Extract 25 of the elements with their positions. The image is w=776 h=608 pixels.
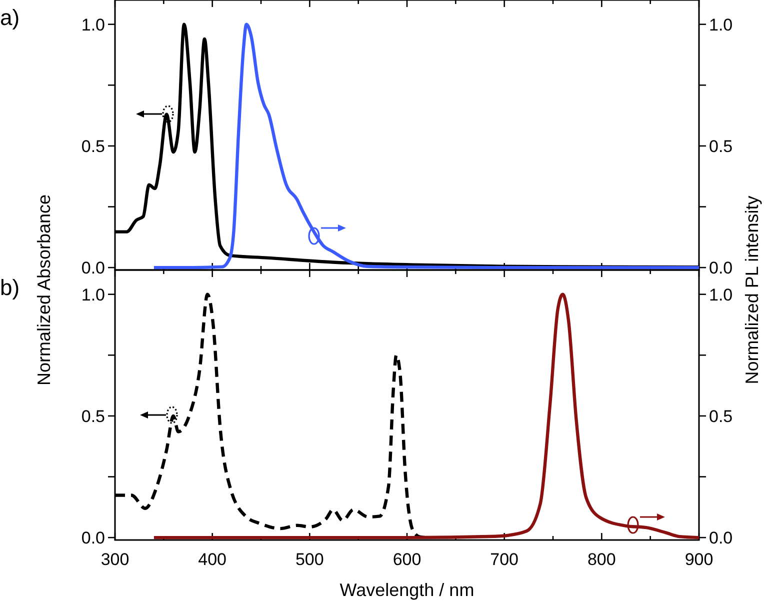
y-tick-label: 1.0 <box>81 285 105 304</box>
x-tick-label: 300 <box>100 550 130 569</box>
y-tick-label: 0.5 <box>81 136 105 156</box>
x-tick-label: 600 <box>392 550 422 569</box>
x-axis-title: Wavelength / nm <box>340 580 474 600</box>
text: a) <box>0 5 20 30</box>
y-tick-label: 0.5 <box>81 406 105 426</box>
y-tick-label: 0.0 <box>81 528 105 548</box>
x-tick-label: 800 <box>587 550 616 569</box>
y2-tick-label: 0.5 <box>709 136 733 156</box>
y2-tick-label: 0.5 <box>709 406 733 426</box>
y-axis-title: Normalized Absorbance <box>34 194 54 386</box>
y2-tick-label: 1.0 <box>709 15 733 34</box>
y-tick-label: 1.0 <box>81 15 105 34</box>
x-tick-label: 400 <box>198 550 227 569</box>
y2-tick-label: 1.0 <box>709 285 733 304</box>
y2-tick-label: 0.0 <box>709 258 733 278</box>
x-tick-label: 500 <box>295 550 324 569</box>
y2-tick-label: 0.0 <box>709 528 733 548</box>
y-tick-label: 0.0 <box>81 258 105 278</box>
y2-axis-title: Normalized PL intensity <box>742 196 762 384</box>
x-tick-label: 700 <box>490 550 519 569</box>
line-series <box>152 292 701 540</box>
x-tick-label: 900 <box>684 550 714 569</box>
text: b) <box>0 275 20 300</box>
